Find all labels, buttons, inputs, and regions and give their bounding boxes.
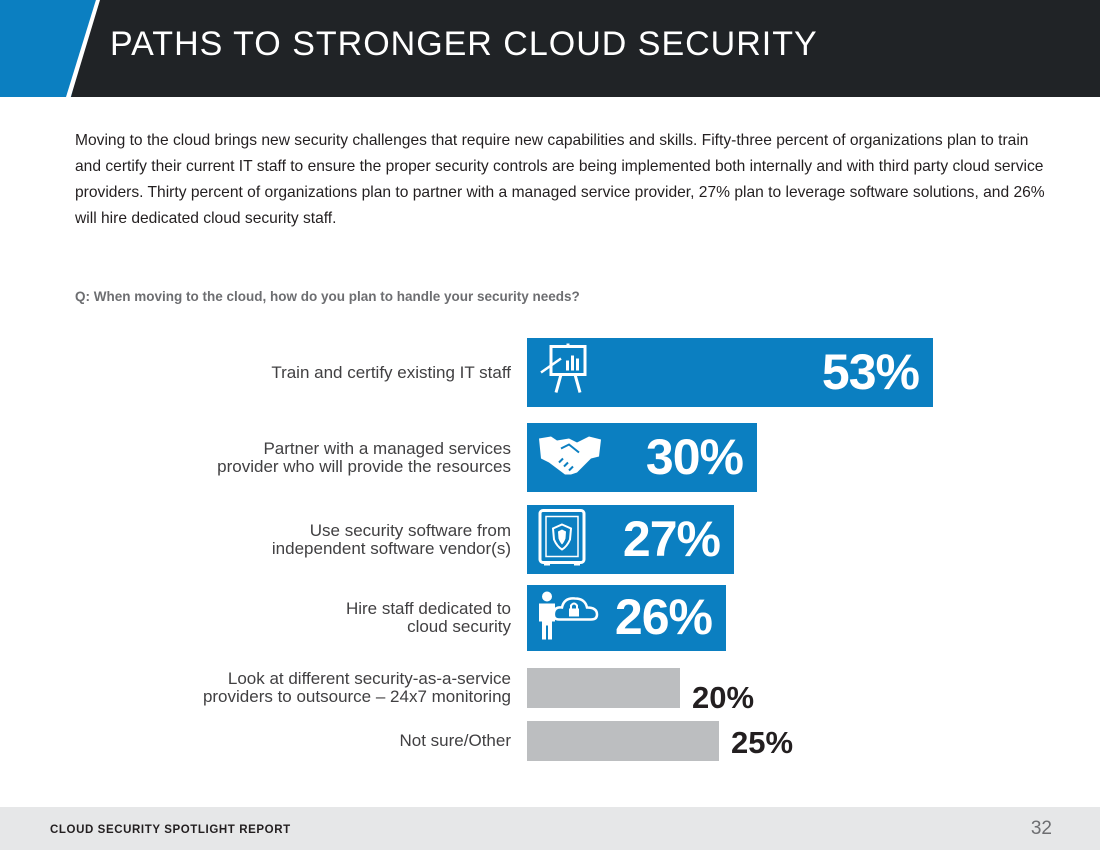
handshake-icon [537,430,603,485]
value-label: 53% [821,343,920,400]
footer: CLOUD SECURITY SPOTLIGHT REPORT 32 [0,807,1100,850]
category-label: Use security software from independent s… [271,520,511,558]
survey-question: Q: When moving to the cloud, how do you … [75,289,580,304]
value-label: 20% [692,680,755,715]
value-label: 26% [614,588,713,645]
bar: 30% [527,423,757,492]
value-label: 25% [731,725,794,760]
bar: 26% [527,585,726,651]
intro-paragraph: Moving to the cloud brings new security … [75,132,1045,227]
category-label: Not sure/Other [399,731,512,750]
page-title: PATHS TO STRONGER CLOUD SECURITY [110,25,818,63]
page-number: 32 [1030,818,1052,839]
category-label: Partner with a managed services provider… [217,438,511,476]
bar: 27% [527,505,734,574]
category-label: Look at different security-as-a-service … [202,669,511,706]
bar: 53% [527,338,933,407]
value-label: 27% [622,510,721,567]
bar [527,721,719,761]
report-name: CLOUD SECURITY SPOTLIGHT REPORT [50,824,291,836]
category-label: Train and certify existing IT staff [271,362,511,382]
value-label: 30% [645,428,744,485]
header-banner: PATHS TO STRONGER CLOUD SECURITY [0,0,1100,97]
presentation-board-icon [537,342,597,403]
safe-icon [537,508,587,571]
person-cloud-lock-icon [537,590,601,647]
bar [527,668,680,708]
category-label: Hire staff dedicated to cloud security [345,599,511,636]
